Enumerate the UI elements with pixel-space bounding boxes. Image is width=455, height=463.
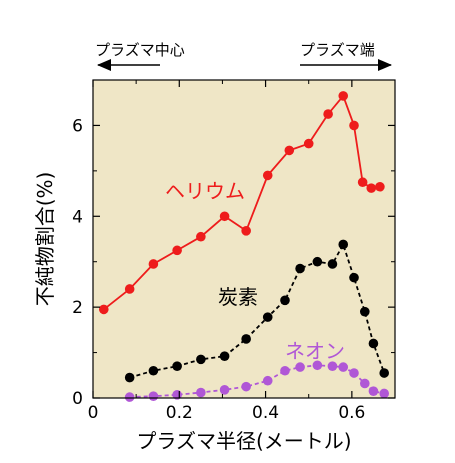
y-tick-label: 0 xyxy=(72,389,83,409)
neon-point xyxy=(124,392,135,402)
neon-series-label: ネオン xyxy=(285,339,345,363)
helium-point xyxy=(219,211,230,222)
carbon-line xyxy=(129,242,386,379)
plot-area xyxy=(93,80,395,398)
neon-point xyxy=(327,361,338,372)
helium-point xyxy=(262,170,273,181)
carbon-point xyxy=(280,295,290,306)
y-tick-label: 4 xyxy=(72,207,83,227)
carbon-point xyxy=(262,312,273,322)
neon-point xyxy=(312,360,323,371)
neon-point xyxy=(349,368,359,378)
carbon-point xyxy=(196,354,206,365)
carbon-point xyxy=(124,372,135,383)
helium-point xyxy=(357,177,368,188)
neon-line xyxy=(129,364,385,398)
x-tick-label: 0.4 xyxy=(252,403,279,423)
plot-frame xyxy=(92,79,396,399)
x-tick-label: 0 xyxy=(88,403,99,423)
neon-point xyxy=(219,385,230,395)
helium-line xyxy=(103,94,381,311)
carbon-series-label: 炭素 xyxy=(218,285,258,309)
plasma-center-annotation: プラズマ中心 xyxy=(95,41,185,59)
helium-point xyxy=(323,109,333,119)
neon-point xyxy=(148,391,159,401)
neon-point xyxy=(295,362,305,372)
neon-point xyxy=(241,381,251,392)
helium-point xyxy=(148,259,159,269)
helium-point xyxy=(98,304,109,315)
carbon-point xyxy=(379,368,390,378)
neon-point xyxy=(368,386,379,396)
y-axis-title: 不純物割合(%) xyxy=(33,172,57,307)
helium-series-label: ヘリウム xyxy=(165,179,245,203)
carbon-point xyxy=(368,338,379,349)
helium-point xyxy=(124,284,135,294)
x-tick-label: 0.6 xyxy=(338,403,365,423)
y-tick-label: 2 xyxy=(72,298,83,318)
helium-point xyxy=(338,91,349,101)
neon-point xyxy=(360,378,370,389)
carbon-point xyxy=(148,365,159,376)
carbon-point xyxy=(327,259,338,269)
carbon-point xyxy=(349,272,359,283)
helium-point xyxy=(196,231,206,242)
y-tick-label: 6 xyxy=(72,116,83,136)
neon-point xyxy=(379,388,390,399)
helium-point xyxy=(349,120,359,131)
helium-point xyxy=(284,145,295,156)
carbon-point xyxy=(241,334,251,344)
helium-point xyxy=(303,138,314,149)
neon-point xyxy=(280,365,290,376)
carbon-point xyxy=(295,263,305,274)
carbon-point xyxy=(219,351,230,362)
carbon-point xyxy=(338,239,349,250)
helium-point xyxy=(241,226,251,236)
helium-point xyxy=(375,181,385,192)
plasma-edge-annotation: プラズマ端 xyxy=(300,41,375,59)
axis-ticks: 0 0.2 0.4 0.6 0 2 4 6 xyxy=(72,80,395,423)
helium-point xyxy=(172,245,182,256)
neon-point xyxy=(196,387,206,398)
carbon-point xyxy=(312,256,323,267)
helium-point xyxy=(366,183,377,193)
x-tick-label: 0.2 xyxy=(166,403,193,423)
neon-point xyxy=(338,362,349,372)
x-axis-title: プラズマ半径(メートル) xyxy=(136,429,351,453)
carbon-point xyxy=(360,306,370,317)
carbon-point xyxy=(172,361,182,372)
neon-point xyxy=(262,375,273,386)
